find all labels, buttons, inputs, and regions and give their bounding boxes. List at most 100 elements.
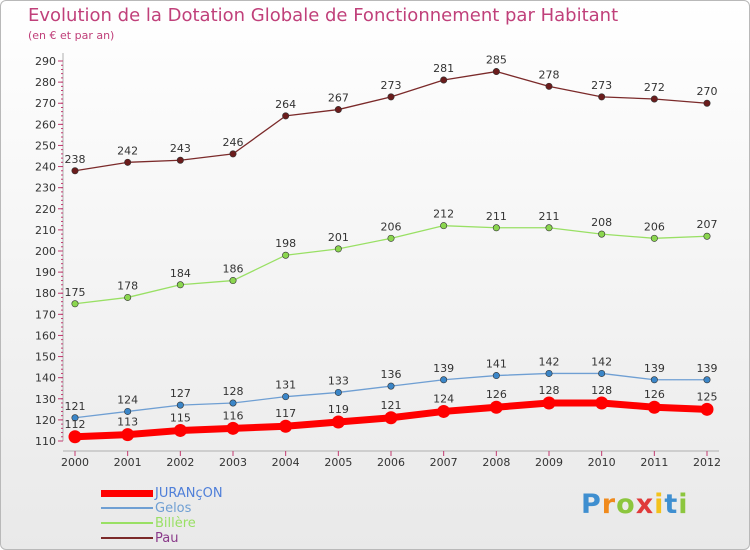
data-label: 273 [381, 79, 402, 92]
data-point [387, 93, 395, 101]
data-point [387, 382, 395, 390]
data-label: 124 [433, 392, 454, 405]
data-label: 285 [486, 54, 507, 67]
data-point [545, 82, 553, 90]
data-label: 272 [644, 81, 665, 94]
data-point [124, 407, 132, 415]
data-point [542, 396, 556, 410]
legend-item: Gelos [101, 501, 321, 516]
data-point [703, 232, 711, 240]
data-point [437, 404, 451, 418]
data-point [121, 428, 135, 442]
data-label: 184 [170, 267, 191, 280]
data-label: 139 [433, 362, 454, 375]
x-tick-label: 2003 [219, 456, 247, 469]
y-tick-label: 230 [35, 182, 56, 195]
data-point [387, 234, 395, 242]
data-point [176, 156, 184, 164]
data-point [598, 230, 606, 238]
data-label: 212 [433, 208, 454, 221]
data-point [124, 158, 132, 166]
legend-swatch [101, 507, 153, 509]
data-label: 131 [275, 379, 296, 392]
legend-item: Pau [101, 531, 321, 546]
y-tick-label: 200 [35, 245, 56, 258]
data-label: 128 [223, 385, 244, 398]
data-label: 278 [539, 68, 560, 81]
data-point [703, 376, 711, 384]
data-label: 125 [697, 390, 718, 403]
data-point [650, 234, 658, 242]
data-label: 175 [65, 286, 86, 299]
data-label: 141 [486, 358, 507, 371]
y-tick-label: 270 [35, 97, 56, 110]
data-label: 128 [539, 384, 560, 397]
data-label: 133 [328, 374, 349, 387]
data-point [282, 112, 290, 120]
data-label: 270 [697, 85, 718, 98]
data-label: 121 [381, 399, 402, 412]
data-label: 198 [275, 237, 296, 250]
y-tick-label: 260 [35, 118, 56, 131]
y-tick-label: 140 [35, 372, 56, 385]
x-tick-label: 2002 [166, 456, 194, 469]
y-tick-label: 180 [35, 287, 56, 300]
x-tick-label: 2001 [114, 456, 142, 469]
data-label: 124 [117, 393, 138, 406]
chart-subtitle: (en € et par an) [28, 29, 115, 42]
data-point [545, 224, 553, 232]
y-tick-label: 250 [35, 139, 56, 152]
data-label: 139 [644, 362, 665, 375]
legend-label: Pau [155, 531, 179, 546]
data-label: 281 [433, 62, 454, 75]
data-point [334, 106, 342, 114]
data-point [598, 93, 606, 101]
data-point [229, 150, 237, 158]
x-tick-label: 2010 [588, 456, 616, 469]
data-point [229, 399, 237, 407]
data-label: 264 [275, 98, 296, 111]
y-tick-label: 210 [35, 224, 56, 237]
data-point [384, 411, 398, 425]
x-tick-label: 2009 [535, 456, 563, 469]
data-label: 211 [486, 210, 507, 223]
data-point [282, 251, 290, 259]
data-point [440, 222, 448, 230]
data-point [492, 224, 500, 232]
y-tick-label: 170 [35, 308, 56, 321]
data-label: 178 [117, 279, 138, 292]
x-tick-label: 2012 [693, 456, 721, 469]
data-point [440, 376, 448, 384]
data-point [595, 396, 609, 410]
data-point [334, 245, 342, 253]
legend-swatch [101, 522, 153, 524]
y-tick-label: 190 [35, 266, 56, 279]
proxiti-logo: Proxiti [581, 489, 689, 520]
y-tick-label: 240 [35, 161, 56, 174]
x-tick-label: 2005 [324, 456, 352, 469]
y-tick-label: 120 [35, 414, 56, 427]
data-label: 267 [328, 92, 349, 105]
data-point [650, 376, 658, 384]
y-tick-label: 280 [35, 76, 56, 89]
data-label: 126 [486, 388, 507, 401]
legend-item: JURANçON [101, 486, 321, 501]
data-label: 115 [170, 411, 191, 424]
legend-swatch [101, 537, 153, 539]
data-label: 142 [539, 355, 560, 368]
data-label: 243 [170, 142, 191, 155]
data-label: 117 [275, 407, 296, 420]
data-label: 121 [65, 400, 86, 413]
y-tick-label: 220 [35, 203, 56, 216]
data-label: 206 [644, 220, 665, 233]
data-point [331, 415, 345, 429]
legend-label: Billère [155, 516, 196, 531]
data-point [176, 281, 184, 289]
data-point [71, 300, 79, 308]
legend-item: Billère [101, 516, 321, 531]
data-label: 116 [223, 409, 244, 422]
data-point [647, 400, 661, 414]
data-point [492, 68, 500, 76]
